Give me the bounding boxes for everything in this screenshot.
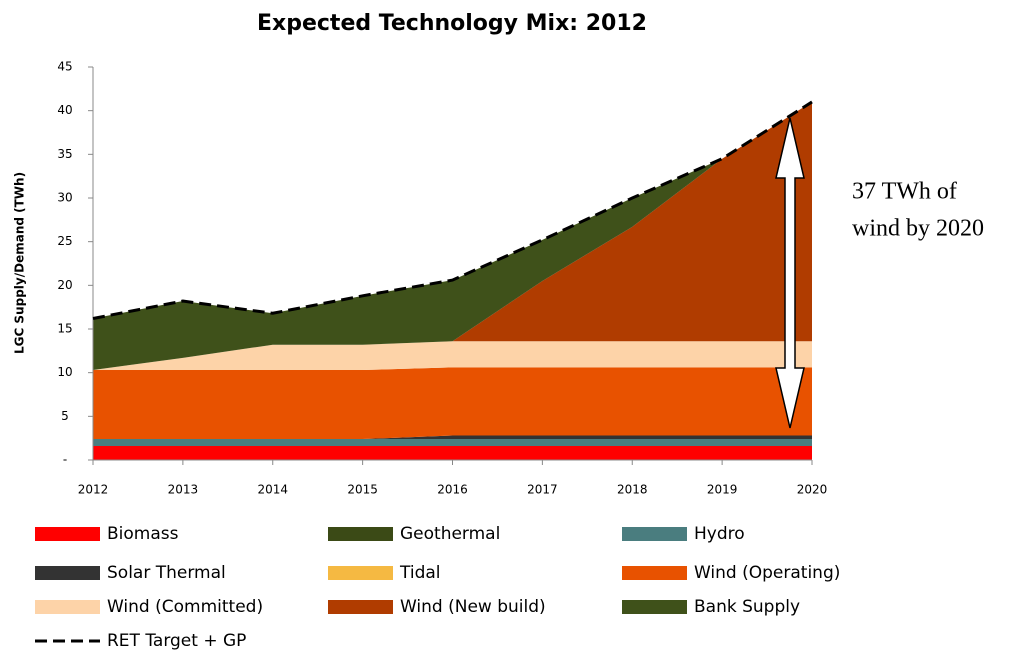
x-tick-label: 2013 [168,483,199,497]
y-tick-label: - [63,453,67,467]
legend-label: Wind (Committed) [107,597,263,617]
legend-label: Wind (New build) [400,597,546,617]
legend-swatch [622,600,687,614]
legend-swatch [328,527,393,541]
y-axis-label: LGC Supply/Demand (TWh) [13,172,27,354]
x-tick-label: 2012 [78,483,109,497]
legend-label: Solar Thermal [107,563,226,583]
legend-label: Tidal [399,563,441,583]
x-tick-label: 2015 [347,483,378,497]
y-tick-label: 15 [57,322,72,336]
legend-swatch [622,527,687,541]
legend-label: Bank Supply [694,597,800,617]
double-arrow [775,117,805,429]
x-tick-label: 2017 [527,483,558,497]
legend-swatch [35,566,100,580]
legend-label: RET Target + GP [107,631,246,651]
annotation: wind by 2020 [852,216,984,242]
legend-label: Geothermal [400,524,500,544]
y-tick-label: 20 [57,278,72,292]
legend-label: Biomass [107,524,179,544]
target-line [92,100,813,320]
legend-label: Hydro [694,524,745,544]
legend-swatch [35,527,100,541]
legend-label: Wind (Operating) [694,563,840,583]
x-tick-label: 2016 [437,483,468,497]
y-tick-label: 45 [57,60,72,74]
annotation: 37 TWh of [852,179,957,205]
area [93,446,812,460]
chart-title: Expected Technology Mix: 2012 [257,11,647,36]
x-tick-label: 2020 [797,483,828,497]
area [93,439,812,447]
area [93,101,812,371]
area [93,367,812,440]
legend-swatch [328,600,393,614]
y-tick-label: 35 [57,147,72,161]
area [93,435,812,440]
y-tick-label: 40 [57,103,72,117]
y-tick-label: 30 [57,191,72,205]
areas [93,101,812,460]
y-tick-label: 10 [57,365,72,379]
legend-swatch [622,566,687,580]
legend-swatch [328,566,393,580]
legend-swatch [35,600,100,614]
y-tick-label: 25 [57,234,72,248]
x-tick-label: 2018 [617,483,648,497]
x-tick-label: 2019 [707,483,738,497]
y-tick-label: 5 [61,409,69,423]
area [93,101,812,371]
area [93,341,812,371]
x-tick-label: 2014 [257,483,288,497]
